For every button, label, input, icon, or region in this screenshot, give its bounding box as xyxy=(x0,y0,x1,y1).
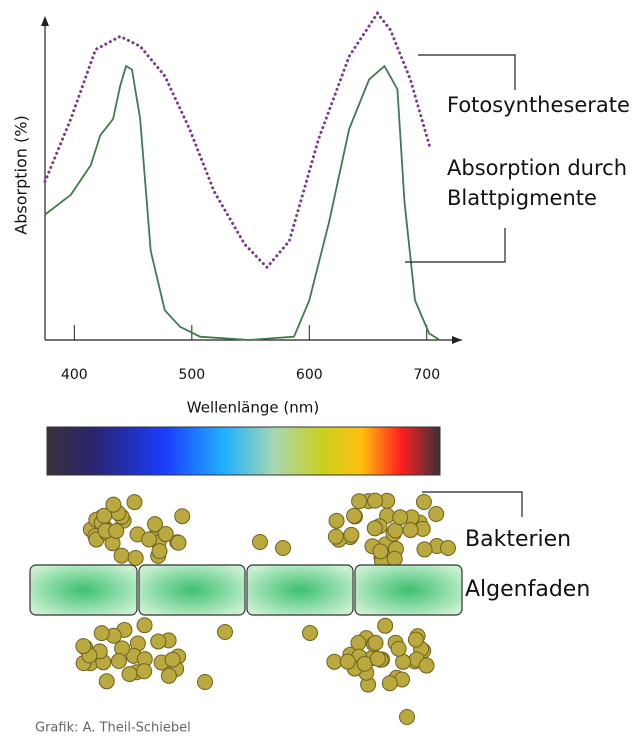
credit: Grafik: A. Theil-Schiebel xyxy=(35,721,191,736)
bacterium xyxy=(327,654,342,669)
series-line xyxy=(45,66,440,340)
bacterium xyxy=(408,632,423,647)
page: {"chart_data": {"type": "line", "y_label… xyxy=(0,0,635,738)
bacterium xyxy=(387,551,402,566)
bacterium xyxy=(109,523,124,538)
bacterium xyxy=(340,654,355,669)
bacterium xyxy=(303,626,318,641)
bacterium xyxy=(352,494,367,509)
x-tick-label: 400 xyxy=(61,367,88,383)
x-arrow xyxy=(452,336,462,344)
bacterium xyxy=(382,676,397,691)
bacterium xyxy=(94,626,109,641)
bacterium xyxy=(429,507,444,522)
x-axis-label: Wellenlänge (nm) xyxy=(187,399,319,417)
bacterium xyxy=(198,675,213,690)
bacterium xyxy=(368,635,383,650)
bacterium xyxy=(378,618,393,633)
bacterium xyxy=(370,651,385,666)
x-tick-label: 700 xyxy=(413,367,440,383)
bacterium xyxy=(373,544,388,559)
bacterium xyxy=(165,652,180,667)
bacterium xyxy=(416,495,431,510)
bacterium xyxy=(253,535,268,550)
legend-absorption: Absorption durch Blattpigmente xyxy=(447,153,633,213)
bacterium xyxy=(276,541,291,556)
bacterium xyxy=(152,544,167,559)
bacterium xyxy=(99,674,114,689)
bacterium xyxy=(111,654,126,669)
bacterium xyxy=(158,527,173,542)
bacterium xyxy=(367,521,382,536)
bacterium xyxy=(114,548,129,563)
bacterium xyxy=(441,541,456,556)
bacterium xyxy=(347,508,362,523)
y-arrow xyxy=(41,16,49,26)
bacterium xyxy=(351,635,366,650)
bacterium xyxy=(328,529,343,544)
legend-photosynthesis: Fotosyntheserate xyxy=(447,90,630,120)
bacterium xyxy=(403,523,418,538)
bacterium xyxy=(151,634,166,649)
bacterium xyxy=(368,493,383,508)
bacterium xyxy=(329,513,344,528)
bacterium xyxy=(137,664,152,679)
bacterium xyxy=(419,658,434,673)
bacterium xyxy=(128,551,143,566)
bacterium xyxy=(161,668,176,683)
bacterium xyxy=(391,641,406,656)
bacterium xyxy=(106,497,121,512)
bacterium xyxy=(417,542,432,557)
bacteria-label: Bakterien xyxy=(465,527,571,552)
bacterium xyxy=(393,510,408,525)
spectrum xyxy=(47,427,440,475)
bacterium xyxy=(137,618,152,633)
bacterium xyxy=(142,532,157,547)
algae xyxy=(30,565,462,615)
bacterium xyxy=(344,527,359,542)
bacterium xyxy=(218,625,233,640)
series-line xyxy=(45,13,430,267)
bacterium xyxy=(122,667,137,682)
x-tick-label: 600 xyxy=(296,367,323,383)
bacterium xyxy=(76,639,91,654)
bacterium xyxy=(171,535,186,550)
bacterium xyxy=(127,495,142,510)
x-tick-label: 500 xyxy=(178,367,205,383)
bacterium xyxy=(175,509,190,524)
bacterium xyxy=(400,710,415,725)
algae-label: Algenfaden xyxy=(465,577,590,602)
y-axis-label: Absorption (%) xyxy=(12,115,31,234)
